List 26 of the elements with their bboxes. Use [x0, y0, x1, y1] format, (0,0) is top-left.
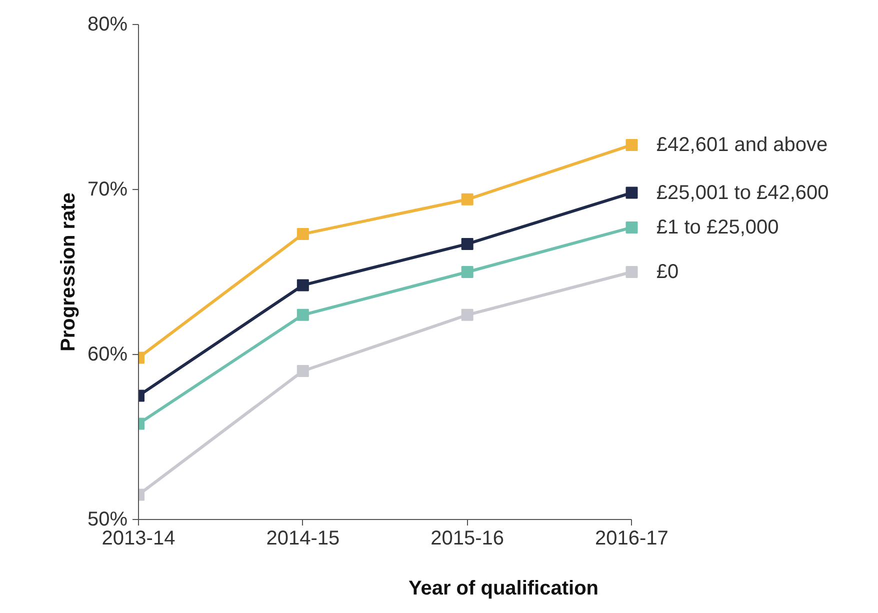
series-label: £42,601 and above: [656, 134, 828, 156]
x-axis-title: Year of qualification: [408, 578, 599, 600]
y-tick-label: 60%: [87, 344, 128, 366]
x-tick-label: 2013-14: [102, 528, 176, 550]
y-axis-title: Progression rate: [57, 192, 80, 352]
y-tick-label: 70%: [87, 178, 128, 200]
point: [626, 221, 638, 234]
point: [296, 365, 309, 377]
point: [626, 186, 638, 199]
point: [461, 193, 474, 206]
series-label: £1 to £25,000: [656, 216, 779, 238]
x-tick-label: 2015-16: [430, 528, 504, 550]
point: [296, 308, 309, 321]
point: [461, 238, 474, 250]
point: [626, 138, 638, 151]
y-tick-label: 80%: [87, 14, 128, 36]
x-tick-label: 2014-15: [266, 528, 340, 550]
point: [296, 228, 309, 240]
x-tick-label: 2016-17: [595, 528, 668, 550]
point: [296, 279, 309, 292]
point: [461, 266, 474, 278]
y-tick-label: 50%: [87, 508, 128, 530]
point: [461, 308, 474, 321]
series-label: £25,001 to £42,600: [656, 182, 829, 204]
point: [626, 266, 638, 278]
series-label: £0: [656, 261, 679, 283]
